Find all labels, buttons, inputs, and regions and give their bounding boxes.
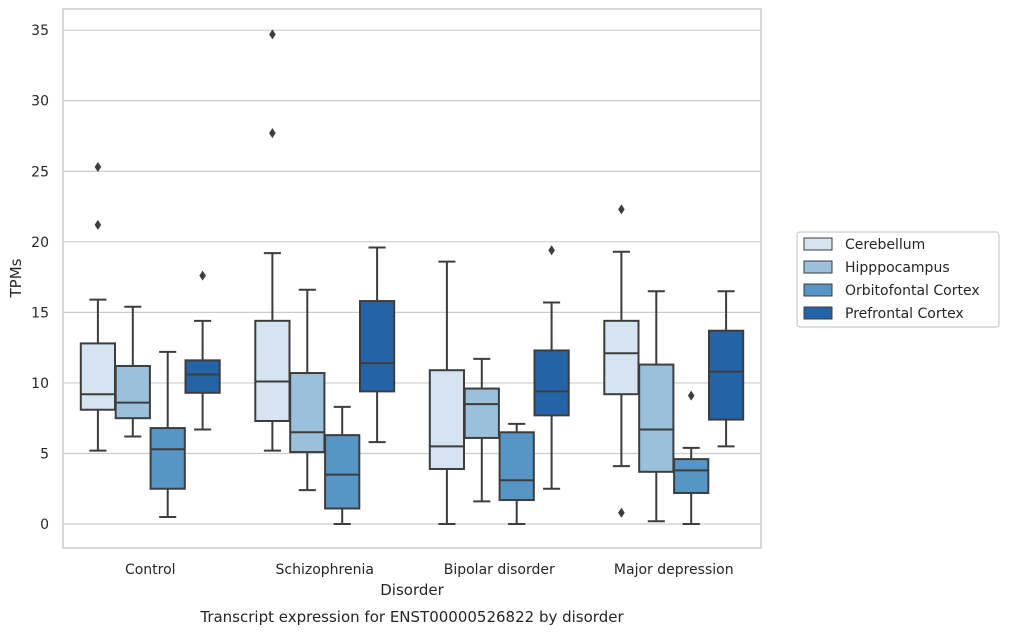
legend-item-1: Hipppocampus bbox=[803, 260, 950, 276]
box-0-3 bbox=[603, 204, 640, 518]
outlier-marker-0 bbox=[94, 219, 102, 230]
box-0-0 bbox=[79, 162, 117, 452]
box-0-1 bbox=[254, 29, 291, 452]
box-body bbox=[149, 427, 186, 490]
y-tick-label-15: 15 bbox=[31, 305, 49, 321]
x-tick-label-2: Bipolar disorder bbox=[444, 562, 555, 578]
box-1-2 bbox=[463, 357, 500, 503]
legend-label: Hipppocampus bbox=[845, 260, 950, 276]
plot-frame bbox=[62, 8, 762, 549]
box-2-0 bbox=[149, 350, 186, 518]
box-body bbox=[533, 349, 570, 417]
x-tick-label-0: Control bbox=[125, 562, 176, 578]
box-series bbox=[79, 29, 745, 526]
y-tick-label-25: 25 bbox=[31, 164, 49, 180]
box-body bbox=[603, 319, 640, 396]
box-body bbox=[79, 342, 117, 411]
y-tick-label-20: 20 bbox=[31, 235, 49, 251]
box-body bbox=[114, 364, 151, 420]
box-body bbox=[324, 434, 361, 510]
x-axis-ticks: Control Schizophrenia Bipolar disorder Majo… bbox=[125, 562, 734, 578]
outlier-marker-0 bbox=[618, 507, 625, 518]
legend-swatch bbox=[803, 260, 833, 274]
x-axis-label: Disorder bbox=[380, 581, 444, 599]
box-3-2 bbox=[533, 245, 570, 490]
box-body bbox=[707, 329, 745, 421]
legend: Cerebellum Hipppocampus Orbitofontal Corte… bbox=[796, 231, 1000, 328]
box-body bbox=[289, 372, 326, 454]
box-body bbox=[463, 387, 500, 439]
box-3-3 bbox=[707, 290, 745, 448]
box-body bbox=[254, 319, 291, 423]
outlier-marker-1 bbox=[618, 204, 625, 215]
box-0-2 bbox=[428, 260, 466, 526]
box-body bbox=[184, 359, 221, 394]
legend-label: Cerebellum bbox=[845, 237, 925, 253]
x-tick-label-3: Major depression bbox=[614, 562, 734, 578]
box-body bbox=[673, 458, 710, 494]
x-tick-label-1: Schizophrenia bbox=[276, 562, 374, 578]
legend-swatch bbox=[803, 306, 833, 320]
legend-label: Orbitofontal Cortex bbox=[845, 283, 980, 299]
box-1-1 bbox=[289, 288, 326, 492]
outlier-marker-0 bbox=[687, 390, 695, 401]
y-axis-ticks: 0 5 10 15 20 25 30 35 bbox=[31, 23, 49, 533]
box-3-0 bbox=[184, 270, 221, 431]
legend-frame bbox=[796, 231, 1000, 328]
y-tick-label-5: 5 bbox=[40, 446, 49, 462]
box-body bbox=[358, 300, 396, 393]
figure-caption: Transcript expression for ENST0000052682… bbox=[199, 608, 624, 626]
box-1-0 bbox=[114, 305, 151, 438]
legend-item-0: Cerebellum bbox=[803, 237, 925, 253]
box-2-2 bbox=[498, 422, 535, 526]
legend-item-2: Orbitofontal Cortex bbox=[803, 283, 980, 299]
box-1-3 bbox=[638, 290, 675, 523]
y-tick-label-35: 35 bbox=[31, 23, 49, 39]
box-3-1 bbox=[358, 246, 396, 444]
y-tick-label-10: 10 bbox=[31, 376, 49, 392]
y-axis-label: TPMs bbox=[7, 258, 25, 298]
legend-label: Prefrontal Cortex bbox=[845, 306, 964, 322]
box-body bbox=[638, 363, 675, 473]
outlier-marker-1 bbox=[94, 162, 102, 173]
box-2-3 bbox=[673, 390, 710, 526]
legend-swatch bbox=[803, 283, 833, 297]
box-2-1 bbox=[324, 405, 361, 526]
outlier-marker-0 bbox=[199, 270, 206, 281]
outlier-marker-0 bbox=[548, 245, 555, 256]
outlier-marker-0 bbox=[269, 128, 276, 139]
legend-item-3: Prefrontal Cortex bbox=[803, 306, 964, 322]
legend-swatch bbox=[803, 237, 833, 251]
box-body bbox=[428, 369, 466, 470]
y-tick-label-0: 0 bbox=[40, 517, 49, 533]
y-tick-label-30: 30 bbox=[31, 94, 49, 110]
box-body bbox=[498, 431, 535, 502]
outlier-marker-1 bbox=[269, 29, 276, 40]
